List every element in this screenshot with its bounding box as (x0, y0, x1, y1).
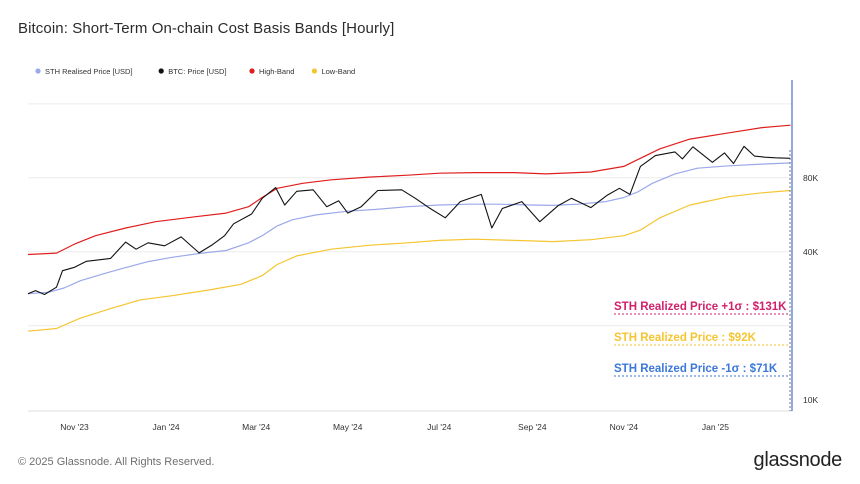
series-line-high-band (27, 124, 791, 256)
glassnode-logo[interactable]: glassnode (753, 449, 843, 471)
x-tick-label-0: Nov '23 (60, 422, 89, 432)
legend-marker-3 (311, 68, 318, 74)
chart-title: Bitcoin: Short-Term On-chain Cost Basis … (18, 20, 395, 37)
legend-marker-2 (249, 68, 255, 74)
legend-marker-1 (158, 68, 164, 74)
x-tick-label-3: May '24 (333, 422, 363, 432)
x-tick-label-6: Nov '24 (610, 422, 639, 432)
crosshair-cursor (614, 80, 793, 411)
legend-label-2: High-Band (259, 67, 294, 76)
legend-label-0: STH Realised Price [USD] (45, 67, 133, 76)
x-tick-label-1: Jan '24 (153, 422, 180, 432)
chart-series-group (27, 124, 791, 332)
x-tick-label-2: Mar '24 (242, 422, 270, 432)
x-tick-label-5: Sep '24 (518, 422, 547, 432)
x-axis-ticks: Nov '23 Jan '24 Mar '24 May '24 Jul '24 Sep '… (60, 422, 729, 432)
y-tick-label-2: 80K (803, 173, 818, 183)
y-tick-label-1: 40K (803, 247, 818, 257)
chart-legend: STH Realised Price [USD] BTC: Price [USD]… (35, 67, 355, 76)
y-tick-label-0: 10K (803, 395, 818, 405)
annotation-high-band: STH Realized Price +1σ : $131K (614, 301, 787, 313)
y-axis-ticks: 10K 40K 80K (803, 173, 818, 405)
x-tick-label-4: Jul '24 (427, 422, 452, 432)
x-tick-label-7: Jan '25 (702, 422, 729, 432)
series-line-low-band (27, 189, 791, 332)
annotation-sth-price: STH Realized Price : $92K (614, 332, 756, 344)
legend-marker-0 (35, 68, 41, 74)
annotation-low-band: STH Realized Price -1σ : $71K (614, 363, 778, 375)
legend-label-1: BTC: Price [USD] (168, 67, 226, 76)
series-line-sth (27, 162, 791, 295)
legend-label-3: Low-Band (321, 67, 355, 76)
footer-copyright: © 2025 Glassnode. All Rights Reserved. (18, 456, 215, 468)
series-line-btc (27, 145, 791, 296)
